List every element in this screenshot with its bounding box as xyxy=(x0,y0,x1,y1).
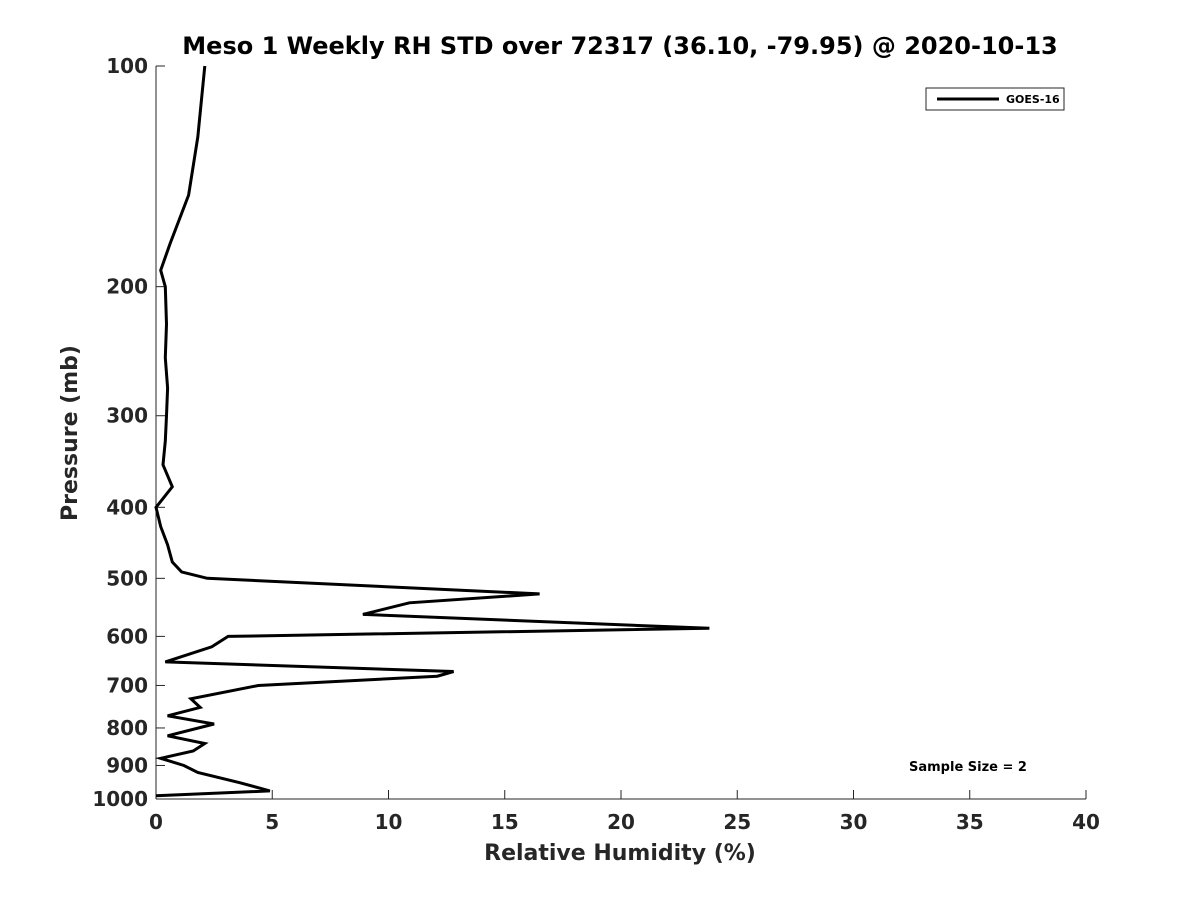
series-layer xyxy=(154,65,710,798)
y-tick-label: 500 xyxy=(106,566,148,590)
legend-label: GOES-16 xyxy=(1006,93,1060,106)
x-tick-label: 30 xyxy=(840,810,868,834)
x-tick-label: 10 xyxy=(375,810,403,834)
axis-ticks: 0 5 10 15 20 25 30 35 40 100 200 300 400 500 600 700 800… xyxy=(92,54,1100,834)
y-tick-label: 300 xyxy=(106,404,148,428)
x-tick-label: 40 xyxy=(1072,810,1100,834)
x-tick-label: 20 xyxy=(607,810,635,834)
legend: GOES-16 xyxy=(925,87,1065,111)
y-tick-label: 900 xyxy=(106,753,148,777)
y-tick-label: 600 xyxy=(106,624,148,648)
x-tick-label: 25 xyxy=(723,810,751,834)
y-tick-label: 800 xyxy=(106,716,148,740)
x-tick-label: 35 xyxy=(956,810,984,834)
x-tick-label: 15 xyxy=(491,810,519,834)
y-tick-label: 1000 xyxy=(92,787,148,811)
series-line-goes-16 xyxy=(154,65,710,798)
y-tick-label: 400 xyxy=(106,495,148,519)
y-tick-label: 200 xyxy=(106,275,148,299)
chart-title: Meso 1 Weekly RH STD over 72317 (36.10, … xyxy=(182,32,1057,60)
plot-axes xyxy=(155,66,1086,800)
y-tick-label: 700 xyxy=(106,673,148,697)
sample-size-annotation: Sample Size = 2 xyxy=(909,760,1027,775)
x-tick-label: 5 xyxy=(265,810,279,834)
y-tick-label: 100 xyxy=(106,54,148,78)
y-axis-label: Pressure (mb) xyxy=(58,345,83,521)
x-axis-label: Relative Humidity (%) xyxy=(484,841,756,866)
x-tick-label: 0 xyxy=(149,810,163,834)
